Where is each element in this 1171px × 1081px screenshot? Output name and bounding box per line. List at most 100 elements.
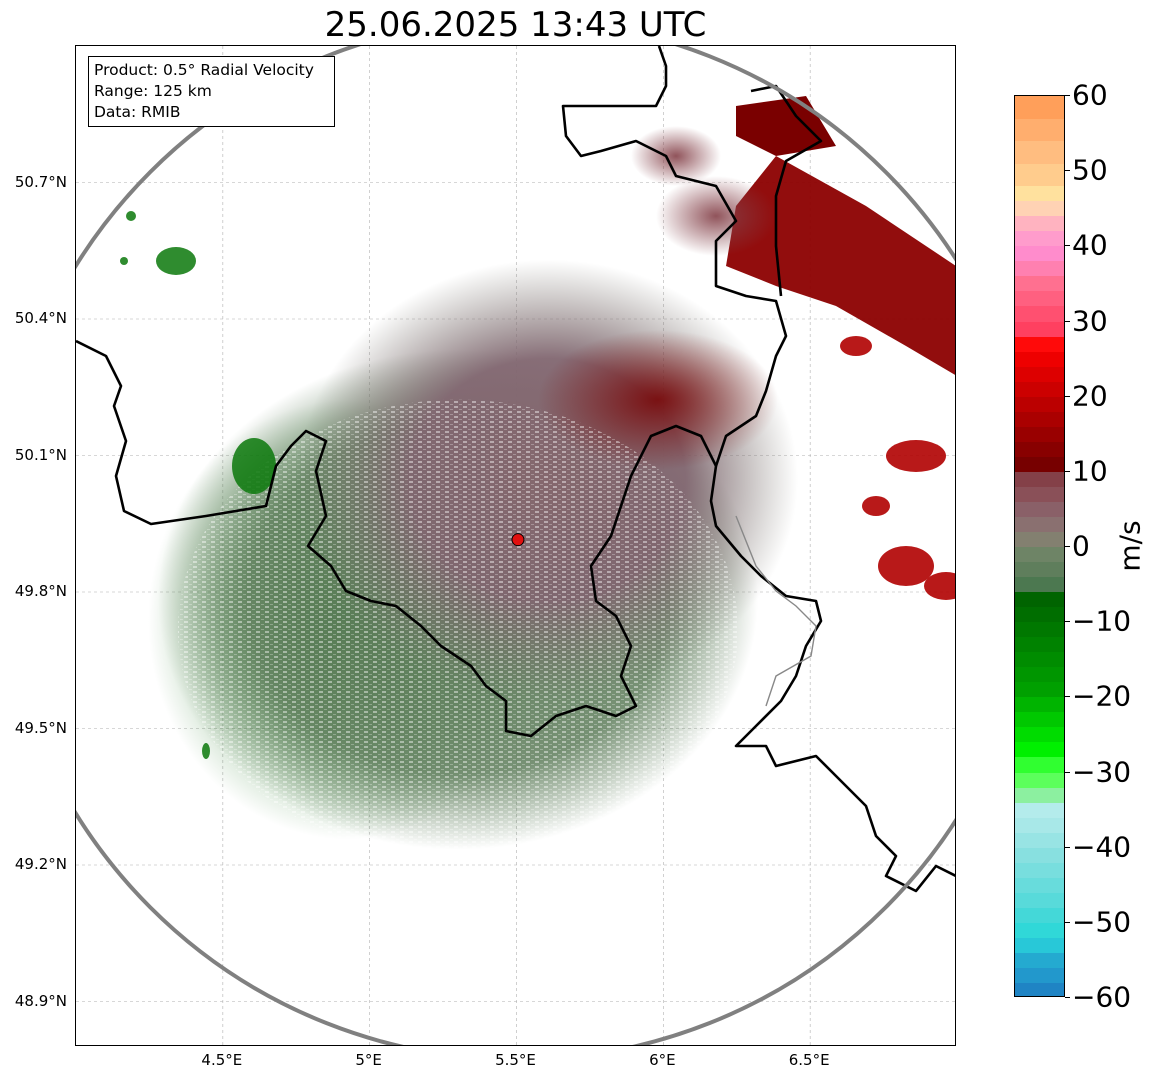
river-line bbox=[735, 515, 817, 707]
colorbar-tick-label: −30 bbox=[1072, 755, 1132, 788]
colorbar-tick-mark bbox=[1065, 621, 1070, 623]
colorbar-band bbox=[1015, 366, 1064, 383]
colorbar-band bbox=[1015, 892, 1064, 909]
colorbar-band bbox=[1015, 727, 1064, 744]
colorbar-band bbox=[1015, 501, 1064, 518]
colorbar-band bbox=[1015, 712, 1064, 728]
colorbar-tick-label: −10 bbox=[1072, 604, 1132, 638]
country-borders bbox=[76, 46, 955, 893]
colorbar-band bbox=[1015, 967, 1064, 984]
colorbar-band bbox=[1015, 667, 1064, 683]
lat-tick-label: 48.9°N bbox=[14, 991, 67, 1010]
colorbar-band bbox=[1015, 847, 1064, 864]
data-source-label: Data: RMIB bbox=[94, 103, 181, 121]
colorbar-band bbox=[1015, 231, 1064, 247]
colorbar-tick-label: 30 bbox=[1072, 304, 1108, 337]
colorbar-band bbox=[1015, 922, 1064, 939]
echo-northwest-green-patches bbox=[120, 211, 276, 759]
green-patch bbox=[156, 247, 196, 275]
colorbar-tick-mark bbox=[1065, 921, 1070, 923]
lat-tick-label: 49.2°N bbox=[14, 855, 67, 873]
colorbar-band bbox=[1015, 336, 1064, 353]
colorbar-band bbox=[1015, 321, 1064, 338]
lat-tick-label: 49.5°N bbox=[14, 718, 67, 737]
storm-band-north bbox=[736, 96, 836, 156]
colorbar-band bbox=[1015, 96, 1064, 120]
velocity-colorbar bbox=[1014, 95, 1065, 997]
colorbar-band bbox=[1015, 637, 1064, 653]
colorbar-tick-mark bbox=[1065, 546, 1070, 547]
colorbar-band bbox=[1015, 592, 1064, 608]
red-cell bbox=[862, 496, 890, 516]
colorbar-unit-label: m/s bbox=[1113, 520, 1147, 572]
red-cell bbox=[886, 440, 946, 472]
colorbar-tick-label: 0 bbox=[1072, 529, 1090, 563]
colorbar-tick-mark bbox=[1065, 771, 1070, 773]
product-info-box: Product: 0.5° Radial Velocity Range: 125… bbox=[88, 56, 335, 127]
lat-tick-label: 49.8°N bbox=[14, 582, 67, 600]
lon-tick-label: 6°E bbox=[649, 1051, 676, 1069]
colorbar-band bbox=[1015, 877, 1064, 894]
colorbar-band bbox=[1015, 682, 1064, 698]
colorbar-band bbox=[1015, 531, 1064, 548]
lat-tick-label: 50.7°N bbox=[14, 172, 67, 191]
colorbar-band bbox=[1015, 261, 1064, 277]
radar-map-canvas[interactable] bbox=[76, 46, 956, 1046]
colorbar-tick-label: 10 bbox=[1072, 454, 1108, 488]
storm-brown-halo-north bbox=[631, 126, 721, 186]
colorbar-band bbox=[1015, 141, 1064, 165]
colorbar-band bbox=[1015, 937, 1064, 954]
colorbar-band bbox=[1015, 381, 1064, 398]
lon-tick-label: 5°E bbox=[355, 1051, 382, 1069]
red-cell bbox=[924, 572, 955, 600]
country-border bbox=[76, 339, 955, 893]
colorbar-tick-label: −60 bbox=[1072, 980, 1132, 1014]
colorbar-tick-mark bbox=[1065, 95, 1070, 96]
colorbar-band bbox=[1015, 907, 1064, 924]
lon-tick-label: 4.5°E bbox=[201, 1051, 243, 1069]
map-title: 25.06.2025 13:43 UTC bbox=[324, 5, 707, 45]
colorbar-tick-label: −40 bbox=[1072, 830, 1132, 864]
colorbar-band bbox=[1015, 607, 1064, 623]
colorbar-band bbox=[1015, 772, 1064, 789]
colorbar-band bbox=[1015, 982, 1064, 996]
colorbar-band bbox=[1015, 832, 1064, 849]
product-label: Product: 0.5° Radial Velocity bbox=[94, 61, 314, 79]
colorbar-band bbox=[1015, 547, 1064, 563]
colorbar-band bbox=[1015, 291, 1064, 308]
green-patch bbox=[120, 257, 128, 265]
colorbar-tick-mark bbox=[1065, 997, 1070, 998]
colorbar-band bbox=[1015, 817, 1064, 834]
colorbar-band bbox=[1015, 216, 1064, 232]
green-patch bbox=[202, 743, 210, 759]
colorbar-band bbox=[1015, 351, 1064, 368]
colorbar-band bbox=[1015, 652, 1064, 668]
colorbar-band bbox=[1015, 163, 1064, 187]
radar-site-marker[interactable] bbox=[511, 533, 525, 547]
colorbar-band bbox=[1015, 201, 1064, 217]
colorbar-tick-label: −50 bbox=[1072, 905, 1132, 939]
colorbar-tick-mark bbox=[1065, 320, 1070, 322]
colorbar-band bbox=[1015, 118, 1064, 142]
radar-site-dot[interactable] bbox=[511, 533, 525, 547]
colorbar-band bbox=[1015, 456, 1064, 473]
lon-tick-label: 5.5°E bbox=[495, 1051, 536, 1069]
green-patch bbox=[232, 438, 276, 494]
echo-east-red-cells bbox=[840, 336, 955, 600]
colorbar-tick-mark bbox=[1065, 395, 1070, 397]
colorbar-band bbox=[1015, 306, 1064, 323]
colorbar-band bbox=[1015, 742, 1064, 759]
storm-brown-halo bbox=[656, 176, 776, 256]
colorbar-band bbox=[1015, 952, 1064, 969]
radar-map[interactable] bbox=[75, 45, 956, 1046]
colorbar-band bbox=[1015, 577, 1064, 593]
colorbar-band bbox=[1015, 186, 1064, 202]
colorbar-tick-mark bbox=[1065, 696, 1070, 698]
colorbar-band bbox=[1015, 426, 1064, 443]
colorbar-band bbox=[1015, 396, 1064, 413]
colorbar-band bbox=[1015, 802, 1064, 819]
red-cell bbox=[878, 546, 934, 586]
red-cell bbox=[840, 336, 872, 356]
radar-echoes bbox=[120, 96, 955, 860]
colorbar-band bbox=[1015, 862, 1064, 879]
